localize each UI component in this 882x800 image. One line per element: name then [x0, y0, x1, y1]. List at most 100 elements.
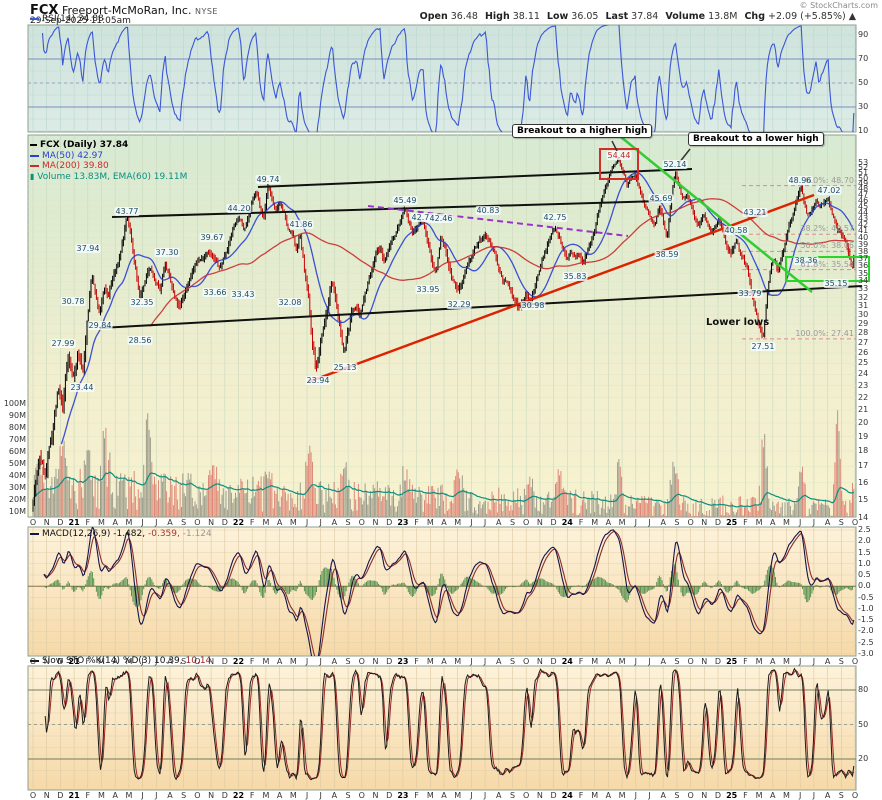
month-label: M: [262, 518, 270, 527]
month-label: A: [276, 791, 283, 800]
stockcharts-credit: © StockCharts.com: [799, 1, 878, 10]
month-label: O: [29, 518, 37, 527]
month-label: O: [194, 518, 201, 527]
price-axis-tick: 48: [858, 184, 869, 194]
month-label: A: [276, 657, 283, 666]
month-label: J: [319, 791, 322, 800]
month-label: 24: [561, 657, 573, 666]
month-label: S: [674, 657, 680, 666]
price-axis-tick: 43: [858, 213, 869, 223]
month-label: J: [483, 791, 487, 800]
volume-axis-tick: 90M: [8, 411, 26, 420]
volume-axis-tick: 80M: [8, 423, 26, 432]
month-label: M: [783, 657, 790, 666]
quote-label: Volume: [665, 11, 706, 22]
month-label: S: [345, 791, 351, 800]
quote-label: High: [484, 11, 510, 22]
month-label: A: [112, 791, 118, 800]
month-label: A: [605, 657, 612, 666]
month-label: F: [85, 518, 91, 527]
month-label: D: [714, 657, 722, 666]
fib-label: 0.0%: 48.70: [805, 175, 854, 185]
volume-axis-tick: 30M: [8, 483, 26, 492]
month-label: F: [578, 518, 584, 527]
month-label: A: [660, 791, 666, 800]
price-axis-tick: 52: [858, 163, 869, 173]
price-label: 29.84: [87, 321, 113, 330]
month-label: J: [141, 518, 144, 527]
price-axis-tick: 49: [858, 178, 869, 188]
price-axis-tick: 45: [858, 201, 869, 211]
month-label: A: [167, 657, 173, 666]
month-label: 22: [232, 657, 245, 666]
company-name: Freeport-McMoRan, Inc.: [61, 4, 192, 17]
month-label: J: [812, 518, 816, 527]
month-label: M: [454, 791, 462, 800]
chart-header: FCX Freeport-McMoRan, Inc. NYSE: [30, 3, 218, 18]
month-label: J: [141, 791, 144, 800]
symbol-legend: FCX (Daily) 37.84: [30, 141, 128, 150]
price-axis-tick: 42: [858, 220, 869, 230]
month-label: M: [262, 791, 270, 800]
quote-label: Open: [419, 11, 448, 22]
volume-axis-tick: 50M: [8, 459, 26, 468]
month-label: A: [770, 518, 776, 527]
month-label: A: [167, 791, 173, 800]
month-label: M: [755, 518, 763, 527]
macd-axis-tick: -2.0: [858, 626, 874, 636]
month-label: 23: [397, 791, 409, 800]
month-label: J: [155, 518, 158, 527]
price-label: 47.02: [816, 186, 842, 195]
rsi-line-icon: [30, 17, 39, 20]
month-label: M: [591, 518, 599, 527]
callout-lower-high: Breakout to a lower high: [688, 132, 824, 146]
month-label: N: [43, 791, 50, 800]
price-label: 35.83: [562, 272, 588, 281]
price-axis-tick: 32: [858, 292, 869, 302]
month-label: M: [426, 657, 434, 666]
month-label: F: [414, 518, 419, 527]
month-label: A: [441, 518, 447, 527]
macd-axis-tick: -1.0: [858, 603, 874, 613]
month-label: 24: [561, 791, 573, 800]
month-label: F: [249, 518, 255, 527]
month-label: O: [851, 518, 859, 527]
month-label: J: [799, 657, 802, 666]
month-label: A: [496, 657, 502, 666]
lower-lows-label: Lower lows: [706, 317, 770, 328]
month-label: J: [648, 657, 651, 666]
month-label: O: [194, 791, 201, 800]
month-label: N: [701, 518, 708, 527]
month-label: F: [85, 791, 91, 800]
price-axis-tick: 26: [858, 348, 869, 357]
month-label: S: [509, 518, 516, 527]
sto-axis-tick: 80: [858, 685, 869, 694]
month-label: M: [98, 791, 105, 800]
month-label: J: [470, 791, 473, 800]
quote-label: Low: [546, 11, 569, 22]
price-axis-tick: 18: [858, 446, 869, 456]
month-label: 23: [397, 518, 409, 527]
month-label: S: [838, 518, 844, 527]
month-label: M: [98, 657, 105, 666]
price-axis-tick: 36: [858, 261, 869, 271]
month-label: N: [372, 518, 379, 527]
macd-axis-tick: -3.0: [858, 648, 874, 658]
price-axis-tick: 37: [858, 253, 869, 263]
exchange-name: NYSE: [194, 7, 218, 16]
price-axis-tick: 30: [858, 309, 869, 319]
volume-axis-tick: 100M: [3, 399, 26, 408]
volume-axis-tick: 10M: [8, 507, 26, 516]
month-label: M: [98, 518, 105, 527]
month-label: O: [29, 791, 37, 800]
price-axis-tick: 14: [858, 513, 869, 523]
month-label: M: [426, 518, 434, 527]
month-label: J: [799, 791, 802, 800]
price-axis-tick: 24: [858, 369, 869, 379]
ma200-line-icon: [30, 164, 39, 167]
price-axis-tick: 19: [858, 431, 869, 441]
callout-higher-high: Breakout to a higher high: [512, 124, 653, 138]
price-axis-tick: 40: [858, 233, 869, 243]
ma200-legend: MA(200) 39.80: [30, 162, 109, 171]
macd-axis-tick: -0.5: [858, 592, 874, 602]
